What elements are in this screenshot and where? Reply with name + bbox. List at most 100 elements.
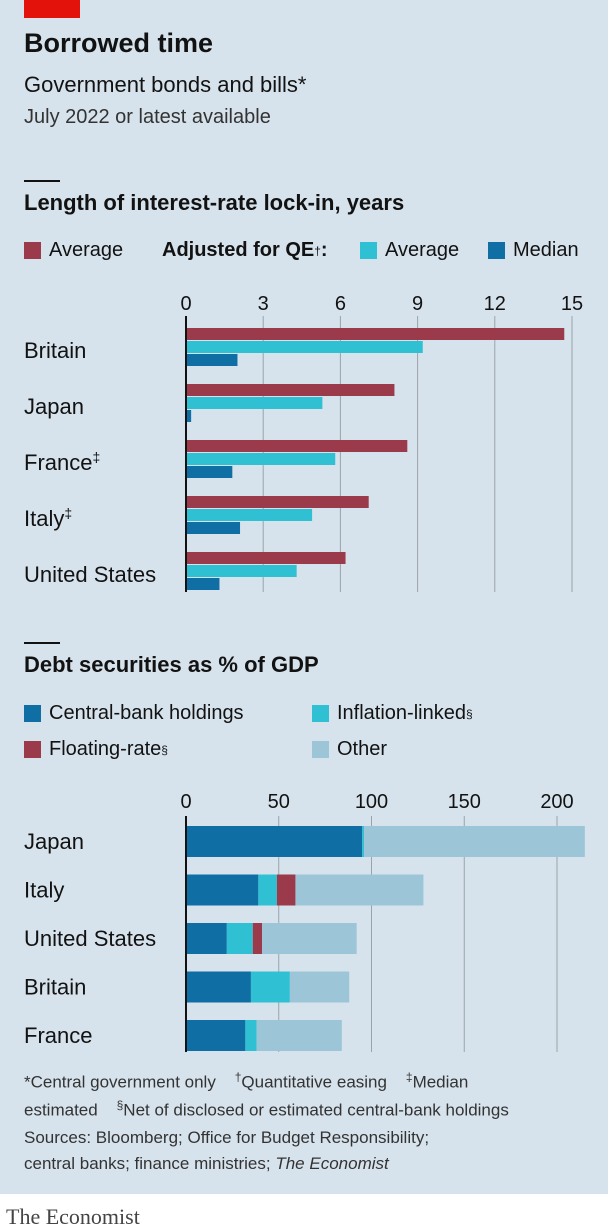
row-label-text: United States (24, 562, 156, 587)
footnote-estimated: estimated (24, 1100, 98, 1120)
chart-panel: Borrowed time Government bonds and bills… (0, 0, 608, 1194)
bar-italy-other (295, 874, 424, 906)
row-label-britain: Britain (24, 975, 86, 1000)
legend-swatch-dark-blue (488, 242, 505, 259)
bar-japan-inflation-linked (362, 826, 365, 857)
bar-united-states-average (186, 552, 346, 564)
row-label-text: Japan (24, 394, 84, 419)
chart-subtitle: Government bonds and bills* (24, 72, 307, 97)
bar-italy-adjusted-for-qe-median (186, 522, 241, 534)
bar-britain-inflation-linked (250, 971, 290, 1003)
legend-heading-colon: : (320, 239, 328, 261)
footnote-qe: Quantitative easing (241, 1072, 387, 1092)
bar-united-states-adjusted-for-qe-median (186, 578, 220, 590)
bar-japan-adjusted-for-qe-average (186, 397, 323, 409)
row-label-italy: Italy‡ (24, 505, 72, 531)
footnote-dagger: † (234, 1070, 242, 1084)
bar-japan-other (364, 826, 585, 857)
footnote-central-govt: *Central government only (24, 1072, 216, 1092)
x-tick-label: 200 (540, 791, 573, 813)
legend-item-floating-rate: Floating-rate § (24, 738, 168, 761)
bar-japan-central-bank-holdings (186, 826, 363, 857)
sources-italic: The Economist (275, 1154, 389, 1173)
bar-italy-central-bank-holdings (186, 874, 259, 906)
legend-inflation-mark: § (465, 706, 473, 721)
bar-united-states-adjusted-for-qe-average (186, 565, 297, 577)
brand-red-tag (24, 0, 80, 18)
section-rule-1 (24, 180, 60, 182)
lock-in-chart: 0 3 6 9 12 15BritainJapanFrance‡Italy‡United … (24, 293, 583, 592)
footnote-ddagger: ‡ (405, 1070, 413, 1084)
bar-britain-adjusted-for-qe-median (186, 354, 238, 366)
legend-swatch-crimson (24, 242, 41, 259)
bar-japan-adjusted-for-qe-median (186, 410, 192, 422)
bar-japan-average (186, 384, 395, 396)
bar-france-inflation-linked (245, 1020, 257, 1051)
row-label-text: France (24, 450, 92, 475)
bar-united-states-other (262, 923, 357, 954)
bar-italy-inflation-linked (258, 874, 277, 906)
bar-italy-average (186, 496, 369, 508)
legend-label-average: Average (49, 239, 124, 261)
legend-heading-text: Adjusted for QE (162, 239, 315, 261)
row-label-france: France‡ (24, 449, 100, 475)
legend-item-qe-median: Median (488, 239, 579, 262)
legend-floating-mark: § (161, 742, 168, 757)
row-label-britain: Britain (24, 338, 86, 363)
legend-item-inflation-linked: Inflation-linked § (312, 702, 473, 725)
legend-label-other: Other (337, 738, 388, 760)
sources-line-1: Sources: Bloomberg; Office for Budget Re… (24, 1128, 430, 1147)
legend-label-inflation-linked: Inflation-linked (337, 702, 466, 724)
legend-item-average: Average (24, 239, 123, 262)
row-label-mark: ‡ (92, 449, 100, 465)
bar-italy-adjusted-for-qe-average (186, 509, 313, 521)
chart-title: Borrowed time (24, 28, 214, 58)
chart2-title: Debt securities as % of GDP (24, 652, 319, 677)
legend-item-qe-average: Average (360, 239, 459, 262)
row-label-japan: Japan (24, 394, 84, 419)
bar-france-adjusted-for-qe-average (186, 453, 336, 465)
legend-heading-mark: † (314, 243, 321, 258)
bar-britain-other (289, 971, 350, 1003)
row-label-text: Britain (24, 338, 86, 363)
chart1-title: Length of interest-rate lock-in, years (24, 190, 405, 215)
x-tick-label: 9 (412, 293, 423, 315)
row-label-france: France (24, 1023, 92, 1048)
footnote-net-holdings: Net of disclosed or estimated central-ba… (123, 1100, 509, 1120)
x-tick-label: 150 (448, 791, 481, 813)
row-label-united-states: United States (24, 562, 156, 587)
legend-swatch-inflation-linked (312, 705, 329, 722)
legend-label-qe-average: Average (385, 239, 460, 261)
bar-united-states-inflation-linked (226, 923, 253, 954)
row-label-united-states: United States (24, 926, 156, 951)
x-tick-label: 15 (561, 293, 583, 315)
legend-swatch-central-bank (24, 705, 41, 722)
row-label-italy: Italy (24, 878, 64, 903)
row-label-mark: ‡ (64, 505, 72, 521)
row-label-japan: Japan (24, 829, 84, 854)
legend-label-qe-median: Median (513, 239, 579, 261)
x-tick-label: 100 (355, 791, 388, 813)
bar-france-other (256, 1020, 342, 1051)
x-tick-label: 3 (258, 293, 269, 315)
bar-france-adjusted-for-qe-median (186, 466, 233, 478)
legend-item-central-bank: Central-bank holdings (24, 702, 244, 725)
row-label-text: Italy (24, 506, 64, 531)
legend-swatch-other (312, 741, 329, 758)
footnote-section-mark: § (116, 1098, 124, 1112)
footnote-line-1: *Central government only †Quantitative e… (24, 1070, 468, 1093)
section-rule-2 (24, 642, 60, 644)
sources-plain: central banks; finance ministries; (24, 1154, 276, 1173)
legend-swatch-floating-rate (24, 741, 41, 758)
legend-label-floating-rate: Floating-rate (49, 738, 162, 760)
x-tick-label: 0 (180, 791, 191, 813)
legend-item-other: Other (312, 738, 387, 761)
x-tick-label: 50 (268, 791, 290, 813)
bar-britain-average (186, 328, 565, 340)
sources-line-2: central banks; finance ministries; The E… (24, 1154, 389, 1174)
footnote-median: Median (412, 1072, 469, 1092)
bar-britain-central-bank-holdings (186, 971, 251, 1003)
legend-adjusted-heading: Adjusted for QE †: (162, 239, 328, 262)
bar-united-states-central-bank-holdings (186, 923, 227, 954)
legend-label-central-bank: Central-bank holdings (49, 702, 244, 724)
